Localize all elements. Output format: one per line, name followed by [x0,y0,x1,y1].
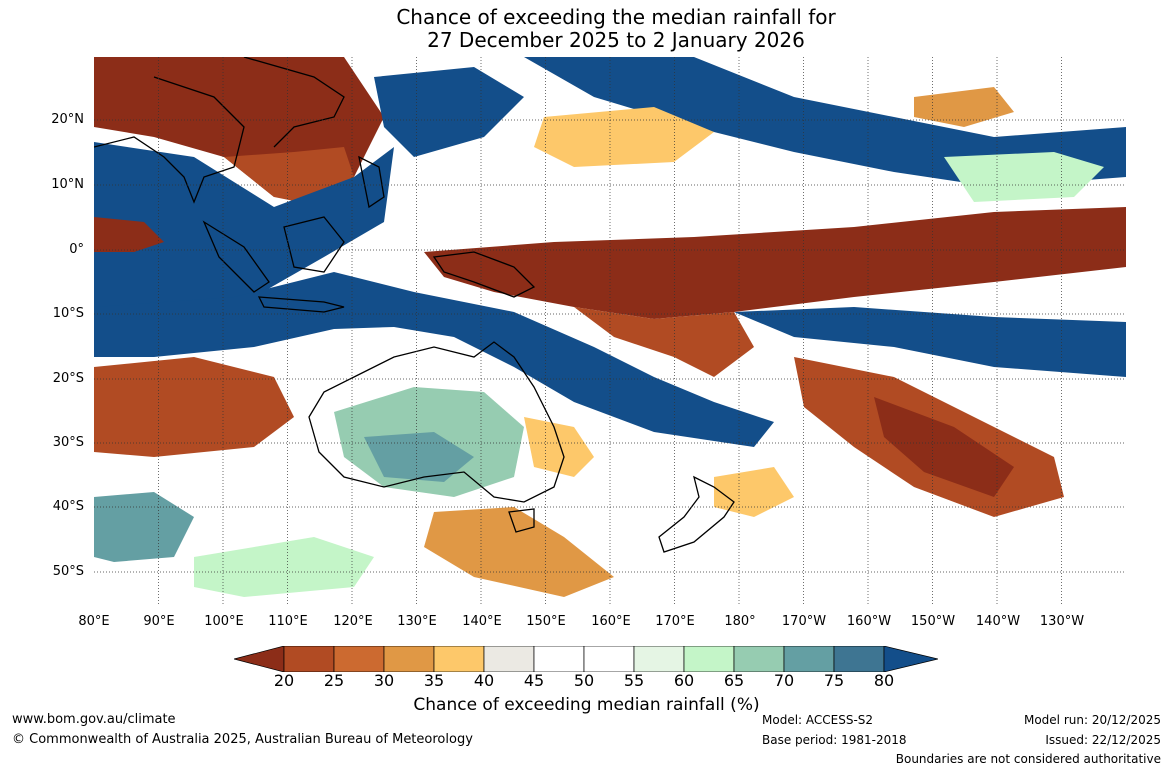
disclaimer-text: Boundaries are not considered authoritat… [895,752,1161,766]
colorbar-segment [633,646,685,672]
lat-label: 0° [69,242,84,257]
region-wet-npacific [524,57,1126,187]
colorbar-tick: 60 [673,671,695,690]
model-run-text: Model run: 20/12/2025 [1023,713,1161,727]
colorbar-segment [533,646,585,672]
colorbar-label: Chance of exceeding median rainfall (%) [413,695,760,715]
colorbar-tick: 25 [323,671,345,690]
graticule [94,57,1126,605]
colorbar-tick: 30 [373,671,395,690]
region-orange-nz-east [714,467,794,517]
region-green-south [194,537,374,597]
colorbar-tick: 45 [523,671,545,690]
lon-label: 140°W [975,614,1021,629]
colorbar-tick: 70 [773,671,795,690]
lon-label: 150°E [526,614,566,629]
lon-label: 160°E [591,614,631,629]
seasia-outline [94,76,245,204]
colorbar-segment [333,646,385,672]
colorbar-segment [283,646,335,672]
region-orange-npacific [534,107,714,167]
colorbar-tick: 35 [423,671,445,690]
colorbar-tick: 65 [723,671,745,690]
colorbar-segment [433,646,485,672]
model-text: Model: ACCESS-S2 [762,713,874,727]
lat-label: 30°S [52,435,84,450]
lon-label: 120°E [333,614,373,629]
lon-label: 170°W [781,614,827,629]
colorbar-segment [783,646,835,672]
map-title-line2: 27 December 2025 to 2 January 2026 [427,28,805,52]
colorbar-tick: 55 [623,671,645,690]
map-title-line1: Chance of exceeding the median rainfall … [396,5,836,29]
issued-text: Issued: 22/12/2025 [1045,733,1161,747]
colorbar-tick: 80 [873,671,895,690]
lat-label: 10°N [51,177,84,192]
java-outline [257,296,345,313]
colorbar-segment-lower-arrow [234,646,285,672]
region-dry-spacific-core [874,397,1014,497]
lon-label: 150°W [910,614,956,629]
lat-label: 50°S [52,564,84,579]
colorbar-segment [483,646,535,672]
australia-outline [308,341,565,503]
region-wet-west [94,142,394,347]
colorbar-segment [583,646,635,672]
lat-label: 20°N [51,112,84,127]
region-teal-australia [364,432,474,482]
region-orange-npacific2 [914,87,1014,127]
lat-label: 40°S [52,499,84,514]
colorbar-tick: 50 [573,671,595,690]
lat-label: 10°S [52,306,84,321]
colorbar-segment-upper-arrow [883,646,938,672]
lon-label: 110°E [268,614,308,629]
lon-label: 100°E [204,614,244,629]
lon-label: 80°E [78,614,110,629]
lon-label: 180° [724,614,756,629]
region-dry-equatorial [424,207,1126,319]
colorbar-segment [683,646,735,672]
region-green-sp [944,152,1104,202]
region-orange-tasman [424,507,614,597]
colorbar-tick: 20 [273,671,295,690]
colorbar-segment [383,646,435,672]
sumatra-outline [202,220,270,293]
tasmania-outline [508,508,535,533]
philippines-outline [358,155,385,209]
region-orange-east-aus [524,417,594,477]
lon-label: 130°W [1039,614,1085,629]
region-dry-southindian [94,357,294,457]
lon-label: 130°E [397,614,437,629]
lon-label: 170°E [655,614,695,629]
lon-label: 140°E [462,614,502,629]
colorbar [234,646,938,672]
png-outline [432,251,536,298]
lon-label: 160°W [846,614,892,629]
base-period-text: Base period: 1981-2018 [762,733,907,747]
rainfall-map [94,57,1126,605]
colorbar-tick: 40 [473,671,495,690]
colorbar-segment [833,646,885,672]
colorbar-tick: 75 [823,671,845,690]
copyright-text: © Commonwealth of Australia 2025, Austra… [12,732,473,747]
lat-label: 20°S [52,371,84,386]
lon-label: 90°E [143,614,175,629]
region-wet-npacific2 [374,67,524,157]
region-dry-equatorial-edge [574,307,754,377]
colorbar-segment [733,646,785,672]
region-wet-northaus [94,272,774,447]
region-dry-indian-west [94,217,164,252]
china-coast-outline [243,57,345,148]
website-link[interactable]: www.bom.gov.au/climate [12,712,176,727]
region-wet-spcz [734,307,1126,377]
borneo-outline [283,216,345,273]
region-wet-southwest [94,492,194,562]
